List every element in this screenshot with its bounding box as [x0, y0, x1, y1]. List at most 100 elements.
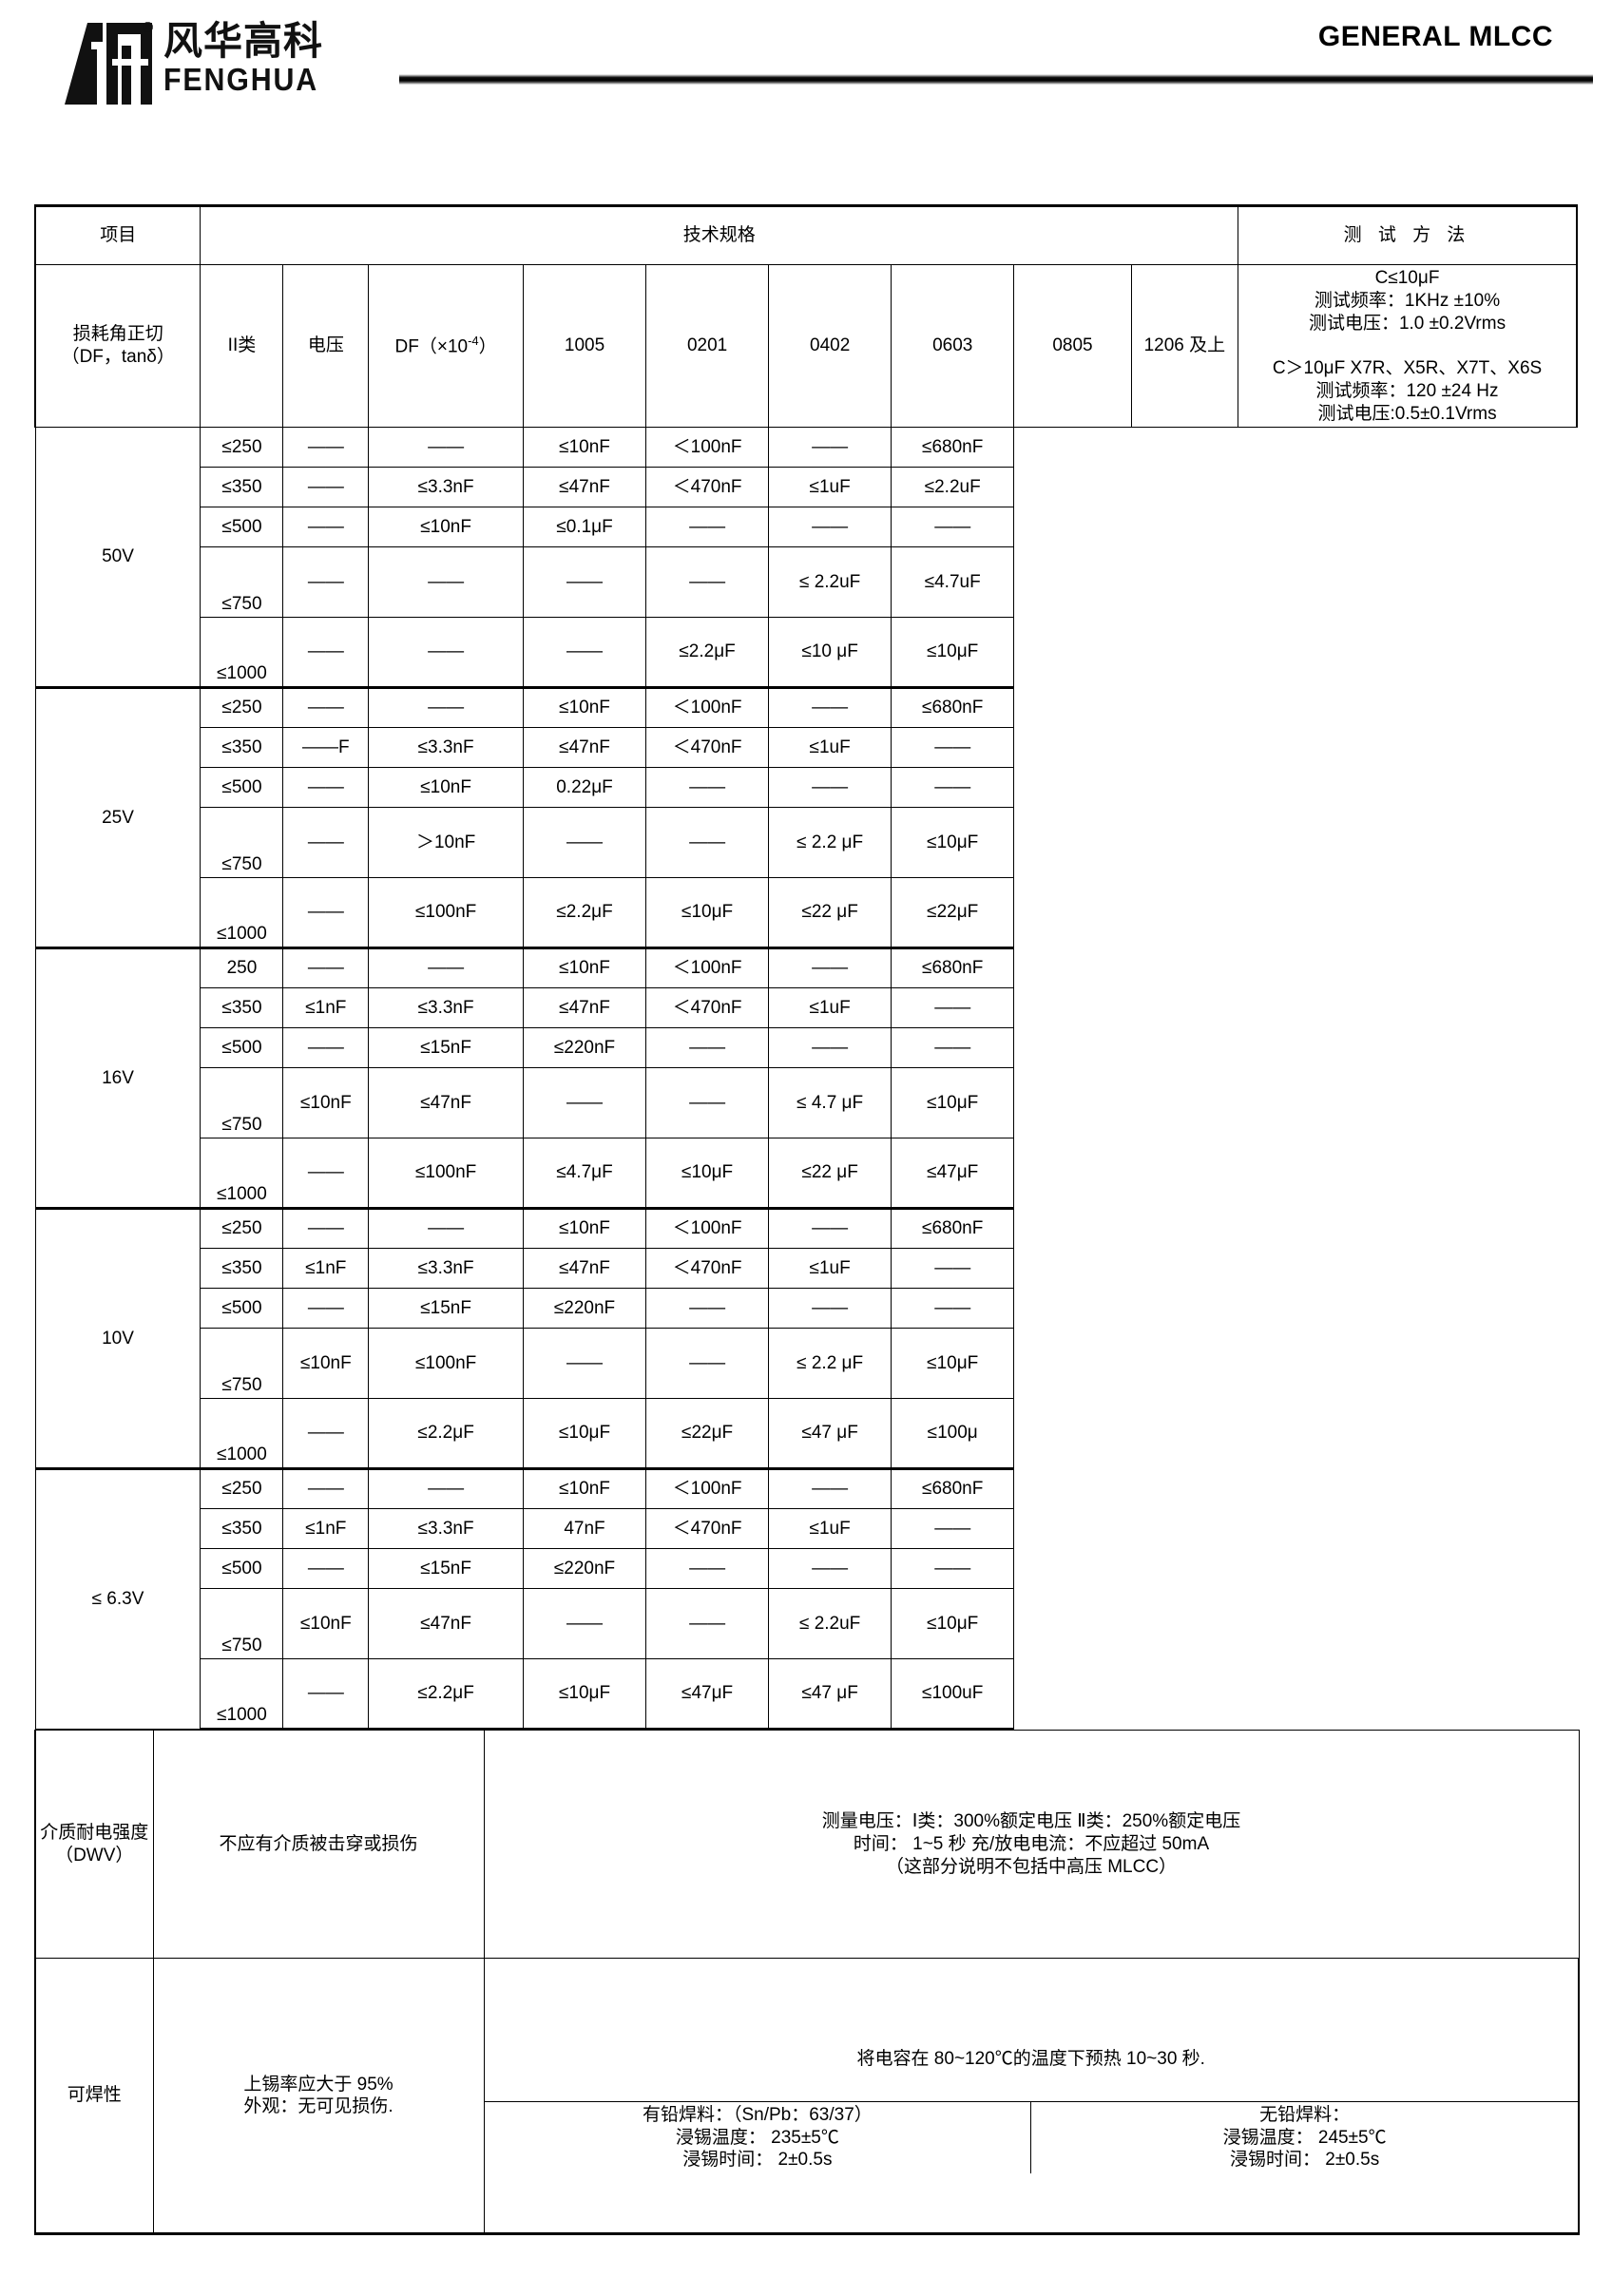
spec-value-cell: ≤0.1μF: [522, 507, 647, 548]
table-row: 16V 250 —— —— ≤10nF ＜100nF —— ≤680nF: [34, 947, 1577, 1210]
solderability-row: 可焊性 上锡率应大于 95% 外观：无可见损伤. 将电容在 80~120℃的温度…: [34, 1958, 1580, 2236]
dwv-spec: 不应有介质被击穿或损伤: [152, 1730, 485, 1960]
spec-value-cell: ≤1uF: [768, 987, 892, 1029]
spec-value-cell: ＜470nF: [645, 1248, 770, 1290]
spec-value-cell: ≤10μF: [522, 1658, 647, 1732]
table-row: ≤750 ≤10nF ≤47nF —— —— ≤ 4.7 μF ≤10μF: [35, 1067, 1577, 1139]
table-row: ≤750 —— —— —— —— ≤ 2.2uF ≤4.7uF: [35, 546, 1577, 619]
spec-value-cell: ——: [282, 1138, 370, 1210]
spec-value-cell: ——: [282, 767, 370, 809]
spec-value-cell: ≤47nF: [368, 1067, 524, 1139]
spec-value-cell: ——: [282, 1658, 370, 1732]
spec-value-cell: ≤10μF: [891, 617, 1015, 689]
row-label-df-line1: 损耗角正切: [72, 324, 163, 345]
spec-value-cell: ——: [891, 727, 1015, 769]
spec-value-cell: ——: [282, 1467, 370, 1510]
col-header-df-exponent: -4: [468, 334, 479, 349]
spec-value-cell: ＜100nF: [645, 1467, 770, 1510]
table-row: ≤350 ≤1nF ≤3.3nF ≤47nF ＜470nF ≤1uF ——: [35, 987, 1577, 1029]
dwv-row: 介质耐电强度 （DWV） 不应有介质被击穿或损伤 测量电压：Ⅰ类：300%额定电…: [34, 1730, 1580, 1960]
dwv-label-line1: 介质耐电强度: [40, 1823, 149, 1843]
spec-value-cell: ——: [645, 767, 770, 809]
spec-value-cell: ——: [891, 1288, 1015, 1330]
spec-value-cell: ——: [282, 427, 370, 469]
col-header-df-tail: ）: [478, 336, 497, 357]
df-value-cell: ≤500: [200, 1548, 284, 1590]
spec-value-cell: ——: [645, 807, 770, 879]
df-value-cell: ≤750: [200, 807, 284, 879]
table-row: ≤1000 —— ≤2.2μF ≤10μF ≤22μF ≤47 μF ≤100μ: [35, 1398, 1577, 1470]
col-header-voltage: 电压: [282, 263, 370, 429]
spec-value-cell: ≤10nF: [282, 1328, 370, 1400]
table-row: ≤ 6.3V ≤250 —— —— ≤10nF ＜100nF —— ≤680nF: [34, 1467, 1577, 1731]
spec-value-cell: ——: [368, 1207, 524, 1250]
spec-value-cell: ＜470nF: [645, 727, 770, 769]
spec-value-cell: ≤10 μF: [768, 617, 892, 689]
df-value-cell: ≤1000: [200, 877, 284, 949]
table-row: 50V ≤250 —— —— ≤10nF ＜100nF —— ≤680nF: [34, 427, 1577, 689]
spec-value-cell: ——: [282, 1288, 370, 1330]
voltage-group-label: 25V: [34, 686, 202, 949]
spec-value-cell: ——: [645, 1328, 770, 1400]
spec-value-cell: ≤2.2μF: [645, 617, 770, 689]
spec-value-cell: ≤1nF: [282, 1508, 370, 1550]
spec-value-cell: ≤15nF: [368, 1288, 524, 1330]
table-row: ≤350 ≤1nF ≤3.3nF 47nF ＜470nF ≤1uF ——: [35, 1508, 1577, 1550]
table-row: ≤750 ≤10nF ≤47nF —— —— ≤ 2.2uF ≤10μF: [35, 1588, 1577, 1660]
spec-value-cell: ——: [645, 1588, 770, 1660]
spec-value-cell: ≤10nF: [522, 427, 647, 469]
table-row: ≤750 ≤10nF ≤100nF —— —— ≤ 2.2 μF ≤10μF: [35, 1328, 1577, 1400]
solderability-spec: 上锡率应大于 95% 外观：无可见损伤.: [152, 1958, 485, 2236]
spec-value-cell: ＜470nF: [645, 467, 770, 508]
spec-value-cell: ——: [368, 546, 524, 619]
df-value-cell: ≤250: [200, 1207, 284, 1250]
spec-value-cell: ——: [645, 1288, 770, 1330]
spec-value-cell: ≤47nF: [522, 1248, 647, 1290]
spec-value-cell: ——: [368, 947, 524, 989]
voltage-group-label: 10V: [34, 1207, 202, 1470]
spec-value-cell: 0.22μF: [522, 767, 647, 809]
df-value-cell: ≤350: [200, 987, 284, 1029]
class-label: II类: [200, 263, 284, 429]
spec-value-cell: ——: [645, 1027, 770, 1069]
spec-value-cell: ＜100nF: [645, 427, 770, 469]
spec-value-cell: ——: [891, 987, 1015, 1029]
header-divider: [399, 74, 1593, 85]
spec-value-cell: ≤10nF: [368, 507, 524, 548]
df-value-cell: ≤500: [200, 507, 284, 548]
spec-value-cell: ≤1uF: [768, 727, 892, 769]
spec-value-cell: ＞10nF: [368, 807, 524, 879]
spec-value-cell: ≤15nF: [368, 1027, 524, 1069]
spec-value-cell: ≤100uF: [891, 1658, 1015, 1732]
page-header: ® 风华高科 FENGHUA GENERAL MLCC: [0, 0, 1612, 114]
table-row: ≤350 ——F ≤3.3nF ≤47nF ＜470nF ≤1uF ——: [35, 727, 1577, 769]
spec-value-cell: ——: [645, 1067, 770, 1139]
test-method-text: C≤10μF 测试频率：1KHz ±10% 测试电压：1.0 ±0.2Vrms …: [1238, 263, 1579, 429]
spec-value-cell: ≤680nF: [891, 1467, 1015, 1510]
df-value-cell: ≤1000: [200, 1138, 284, 1210]
spec-value-cell: ——: [891, 1027, 1015, 1069]
spec-value-cell: ——: [522, 1588, 647, 1660]
spec-value-cell: ≤1nF: [282, 1248, 370, 1290]
spec-value-cell: ≤10nF: [522, 686, 647, 729]
df-value-cell: ≤350: [200, 467, 284, 508]
spec-value-cell: ≤680nF: [891, 947, 1015, 989]
df-value-cell: ≤250: [200, 427, 284, 469]
spec-value-cell: ——: [282, 1548, 370, 1590]
table-row: ≤1000 —— ≤100nF ≤4.7μF ≤10μF ≤22 μF ≤47μF: [35, 1138, 1577, 1210]
spec-value-cell: ——: [891, 1548, 1015, 1590]
table-row: ≤350 —— ≤3.3nF ≤47nF ＜470nF ≤1uF ≤2.2uF: [35, 467, 1577, 508]
spec-value-cell: ≤47μF: [645, 1658, 770, 1732]
spec-value-cell: ≤3.3nF: [368, 467, 524, 508]
spec-value-cell: ≤47 μF: [768, 1398, 892, 1470]
spec-value-cell: ≤10μF: [891, 1588, 1015, 1660]
spec-value-cell: ——: [368, 617, 524, 689]
spec-value-cell: ≤4.7uF: [891, 546, 1015, 619]
spec-value-cell: ——F: [282, 727, 370, 769]
df-value-cell: ≤750: [200, 1328, 284, 1400]
spec-value-cell: ——: [768, 507, 892, 548]
table-row: ≤1000 —— ≤100nF ≤2.2μF ≤10μF ≤22 μF ≤22μF: [35, 877, 1577, 949]
leaded-solder-text: 有铅焊料：（Sn/Pb：63/37） 浸锡温度： 235±5℃ 浸锡时间： 2±…: [484, 2100, 1032, 2174]
row-label-df-line2: （DF，tanδ）: [61, 347, 175, 368]
spec-value-cell: ——: [282, 1027, 370, 1069]
